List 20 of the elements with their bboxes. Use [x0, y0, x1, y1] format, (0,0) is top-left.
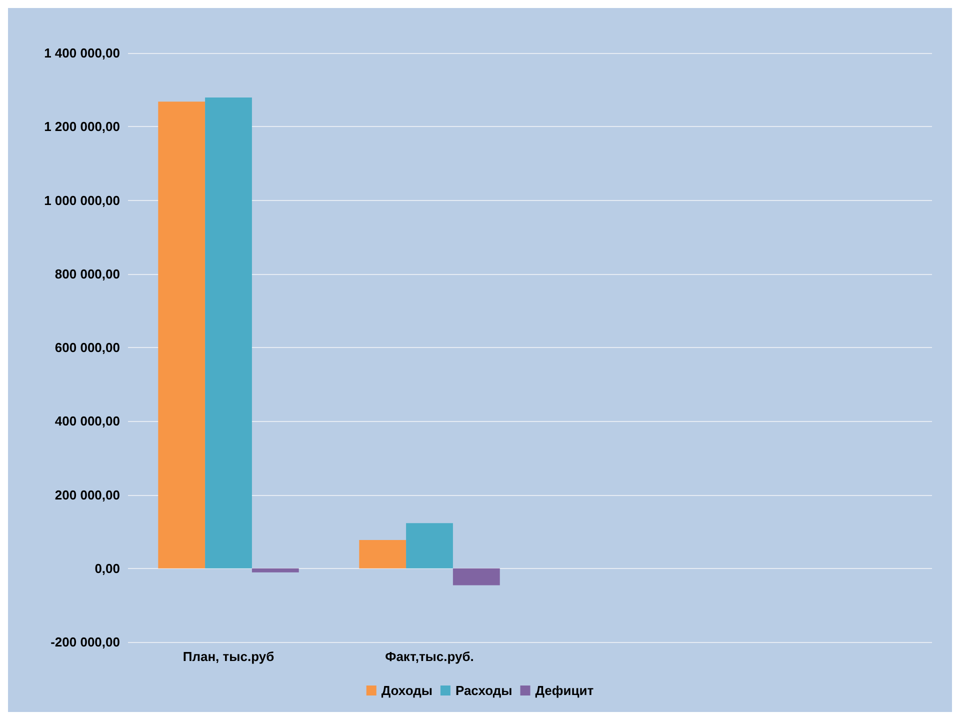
y-tick-label: 1 000 000,00 — [44, 192, 120, 208]
y-tick-label: 600 000,00 — [54, 340, 120, 355]
legend-label: Расходы — [455, 683, 512, 698]
bar — [406, 523, 453, 568]
bar — [452, 568, 500, 586]
y-tick-label: 1 200 000,00 — [44, 119, 120, 134]
bar — [359, 540, 406, 568]
x-tick-label: Факт,тыс.руб. — [385, 649, 474, 664]
y-tick-label: 0,00 — [94, 560, 120, 576]
bar — [205, 98, 252, 568]
x-tick-label: План, тыс.руб — [182, 649, 274, 664]
y-tick-label: 800 000,00 — [54, 266, 120, 282]
y-tick-label: 1 400 000,00 — [44, 46, 120, 60]
y-tick-label: -200 000,00 — [50, 634, 120, 650]
y-tick-label: 400 000,00 — [54, 414, 120, 429]
legend-label: Дефицит — [535, 683, 594, 698]
y-tick-label: 200 000,00 — [54, 487, 120, 502]
legend-label: Доходы — [381, 683, 432, 698]
bar — [158, 102, 206, 568]
bar — [252, 568, 299, 572]
